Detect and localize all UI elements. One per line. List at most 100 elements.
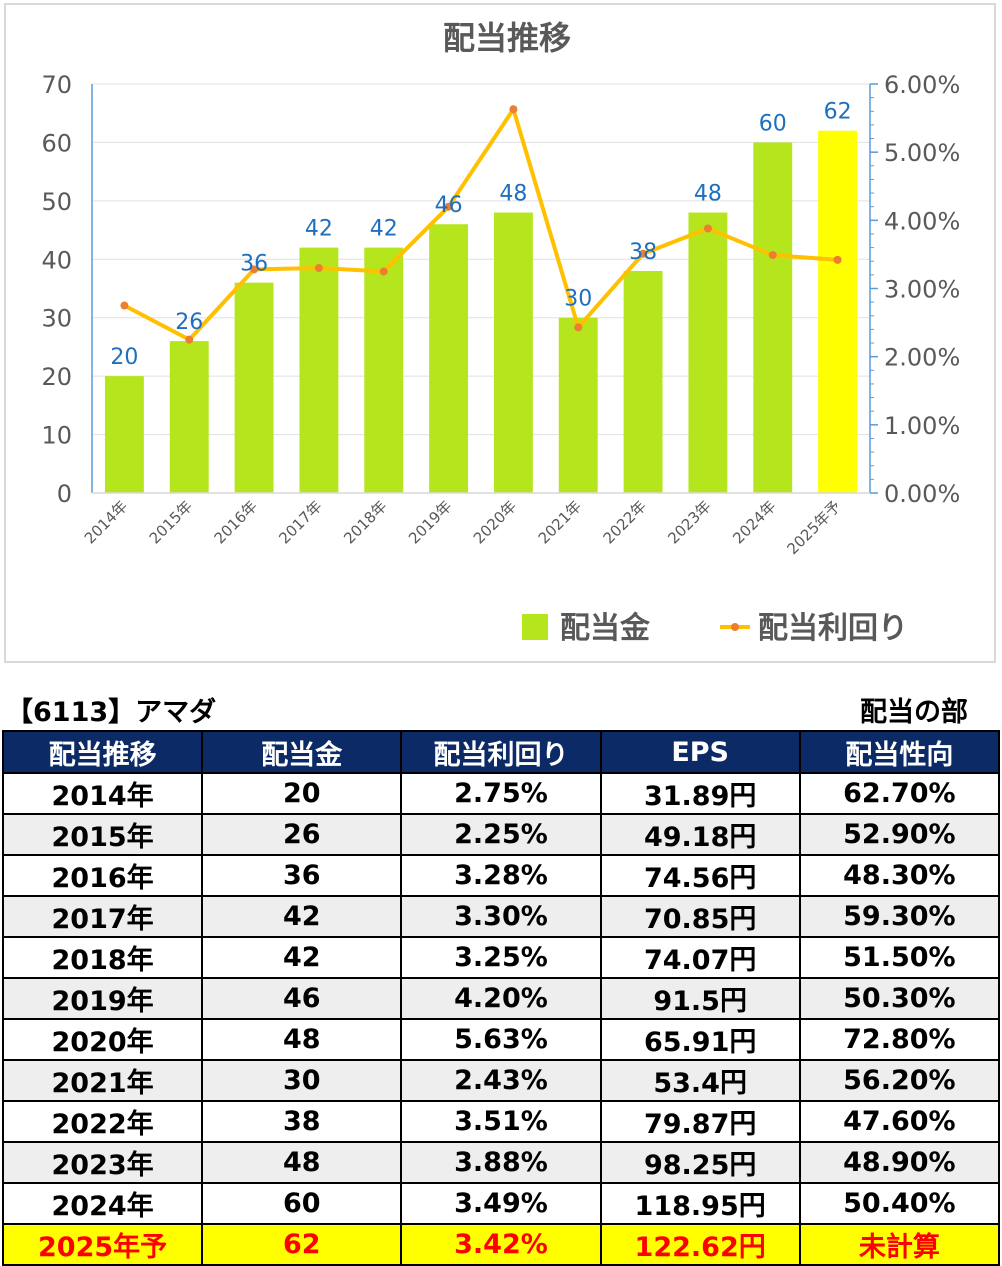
y-right-tick-label: 1.00% — [884, 412, 960, 440]
table-cell: 3.42% — [400, 1223, 602, 1266]
x-tick-label: 2021年 — [535, 497, 585, 547]
table-cell: 4.20% — [400, 977, 602, 1020]
table-cell: 65.91円 — [599, 1018, 801, 1061]
bar — [364, 247, 404, 493]
bar — [688, 212, 728, 494]
table-row: 2024年 60 3.49% 118.95円 50.40% — [1, 1182, 1001, 1225]
yield-line — [123, 107, 838, 342]
dividend-chart: 配当推移 0 10 20 30 40 50 60 70 0.00% 1.00% 2.00% 3.00%… — [41, 19, 960, 646]
y-left-tick-label: 40 — [41, 246, 72, 274]
legend-label-bar: 配当金 — [560, 611, 651, 646]
table-cell: 62 — [201, 1223, 403, 1266]
table-cell: 5.63% — [400, 1018, 602, 1061]
yield-point — [639, 249, 648, 258]
table-cell: 2015年 — [1, 813, 204, 856]
table-cell: 3.88% — [400, 1141, 602, 1184]
bar-data-label: 42 — [370, 217, 398, 242]
table-cell: 53.4円 — [599, 1059, 801, 1102]
table-cell: 2020年 — [1, 1018, 204, 1061]
bar — [299, 247, 339, 493]
bar-data-label: 48 — [499, 182, 527, 207]
y-right-tick-label: 0.00% — [884, 480, 960, 508]
x-tick-label: 2014年 — [81, 497, 131, 547]
table-cell: 3.25% — [400, 936, 602, 979]
table-cell: 2017年 — [1, 895, 204, 938]
column-header: 配当性向 — [798, 730, 1001, 774]
bar — [818, 130, 858, 493]
table-cell: 未計算 — [798, 1223, 1001, 1266]
y-right-tick-label: 2.00% — [884, 344, 960, 372]
table-cell: 48.30% — [798, 854, 1001, 897]
table-cell: 42 — [201, 895, 403, 938]
legend-label-line: 配当利回り — [758, 611, 908, 646]
legend-swatch-marker — [731, 623, 739, 631]
x-tick-label: 2020年 — [470, 497, 520, 547]
bar-data-label: 36 — [240, 252, 268, 277]
table-cell: 72.80% — [798, 1018, 1001, 1061]
column-header: EPS — [599, 730, 801, 774]
table-cell: 47.60% — [798, 1100, 1001, 1143]
table-cell: 2.25% — [400, 813, 602, 856]
bar — [429, 224, 469, 493]
table-row: 2019年 46 4.20% 91.5円 50.30% — [1, 977, 1001, 1020]
table-cell: 56.20% — [798, 1059, 1001, 1102]
table-cell: 36 — [201, 854, 403, 897]
table-row: 2022年 38 3.51% 79.87円 47.60% — [1, 1100, 1001, 1143]
chart-frame: 配当推移 0 10 20 30 40 50 60 70 0.00% 1.00% 2.00% 3.00%… — [4, 3, 996, 663]
bar-data-label: 42 — [305, 217, 333, 242]
table-cell: 3.28% — [400, 854, 602, 897]
table-cell: 60 — [201, 1182, 403, 1225]
yield-point — [574, 323, 583, 332]
table-cell: 2022年 — [1, 1100, 204, 1143]
table-cell: 3.51% — [400, 1100, 602, 1143]
table-cell: 50.30% — [798, 977, 1001, 1020]
table-cell: 20 — [201, 772, 403, 815]
company-header: 【6113】アマダ — [6, 697, 217, 728]
bar — [753, 142, 793, 493]
y-left-tick-label: 10 — [41, 422, 72, 450]
y-right-tick-label: 6.00% — [884, 71, 960, 99]
table-cell: 2023年 — [1, 1141, 204, 1184]
yield-point — [703, 224, 712, 233]
chart-title: 配当推移 — [443, 19, 571, 57]
table-cell: 38 — [201, 1100, 403, 1143]
bar-data-label: 38 — [629, 240, 657, 265]
table-row: 2017年 42 3.30% 70.85円 59.30% — [1, 895, 1001, 938]
bar — [623, 270, 663, 493]
table-row: 2015年 26 2.25% 49.18円 52.90% — [1, 813, 1001, 856]
bar-data-label: 48 — [694, 182, 722, 207]
table-row: 2021年 30 2.43% 53.4円 56.20% — [1, 1059, 1001, 1102]
x-tick-label: 2017年 — [275, 497, 325, 547]
table-cell: 48 — [201, 1141, 403, 1184]
table-cell: 46 — [201, 977, 403, 1020]
dividend-table: 配当推移 配当金 配当利回り EPS 配当性向 2014年 20 2.75% 31.89円 62… — [1, 730, 1001, 1266]
table-cell: 2.43% — [400, 1059, 602, 1102]
bar — [169, 341, 209, 493]
x-tick-label: 2018年 — [340, 497, 390, 547]
x-tick-label: 2016年 — [211, 497, 261, 547]
table-cell: 122.62円 — [599, 1223, 801, 1266]
table-cell: 3.30% — [400, 895, 602, 938]
table-cell: 70.85円 — [599, 895, 801, 938]
table-row: 2025年予 62 3.42% 122.62円 未計算 — [1, 1223, 1001, 1266]
table-cell: 42 — [201, 936, 403, 979]
table-cell: 74.56円 — [599, 854, 801, 897]
table-cell: 2019年 — [1, 977, 204, 1020]
table-cell: 91.5円 — [599, 977, 801, 1020]
yield-point — [833, 255, 842, 264]
yield-point — [444, 202, 453, 211]
bar-data-label: 30 — [564, 287, 592, 312]
table-cell: 62.70% — [798, 772, 1001, 815]
y-right-tick-label: 4.00% — [884, 207, 960, 235]
y-left-tick-label: 20 — [41, 363, 72, 391]
bar-data-label: 46 — [435, 193, 463, 218]
y-left-tick-label: 60 — [41, 129, 72, 157]
table-row: 2014年 20 2.75% 31.89円 62.70% — [1, 772, 1001, 815]
section-header: 配当の部 — [860, 697, 968, 728]
table-cell: 79.87円 — [599, 1100, 801, 1143]
column-header: 配当利回り — [400, 730, 602, 774]
table-cell: 31.89円 — [599, 772, 801, 815]
yield-point — [379, 267, 388, 276]
y-left-tick-label: 0 — [57, 480, 72, 508]
bar-data-label: 20 — [110, 345, 138, 370]
